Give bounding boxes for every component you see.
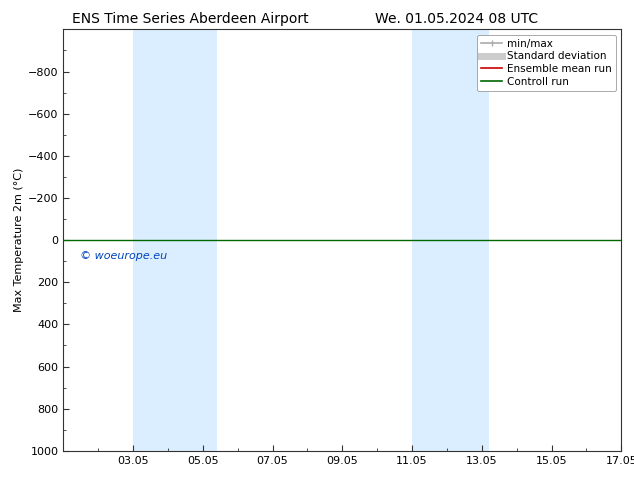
- Text: We. 01.05.2024 08 UTC: We. 01.05.2024 08 UTC: [375, 12, 538, 26]
- Y-axis label: Max Temperature 2m (°C): Max Temperature 2m (°C): [14, 168, 24, 312]
- Bar: [412, 29, 489, 451]
- Text: ENS Time Series Aberdeen Airport: ENS Time Series Aberdeen Airport: [72, 12, 309, 26]
- Legend: min/max, Standard deviation, Ensemble mean run, Controll run: min/max, Standard deviation, Ensemble me…: [477, 35, 616, 91]
- Text: © woeurope.eu: © woeurope.eu: [80, 251, 167, 261]
- Bar: [133, 29, 217, 451]
